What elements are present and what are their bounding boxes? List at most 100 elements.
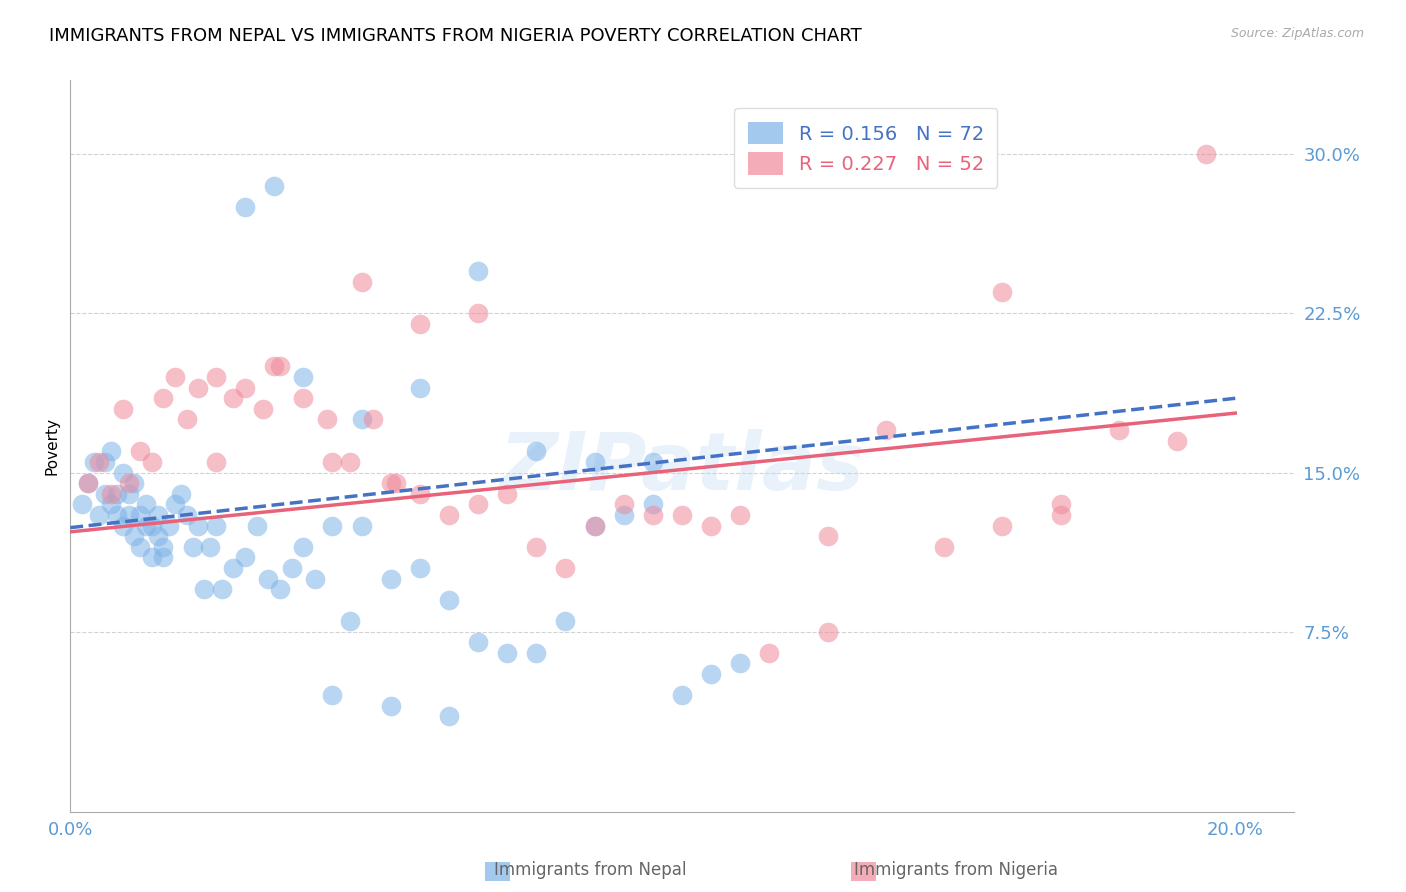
Point <box>380 476 402 491</box>
Point <box>380 698 402 713</box>
Point <box>1049 508 1071 522</box>
Point <box>496 486 519 500</box>
Point <box>89 508 111 522</box>
Point <box>467 635 489 649</box>
Point <box>211 582 233 596</box>
Point <box>83 455 105 469</box>
Point <box>152 540 174 554</box>
Point <box>157 518 180 533</box>
Point <box>94 486 117 500</box>
Point <box>205 370 228 384</box>
Point <box>205 518 228 533</box>
Point <box>613 508 636 522</box>
Point <box>100 486 122 500</box>
Point <box>141 518 163 533</box>
Point <box>111 466 134 480</box>
Point <box>583 518 606 533</box>
Point <box>165 370 187 384</box>
Point <box>135 518 157 533</box>
Text: Source: ZipAtlas.com: Source: ZipAtlas.com <box>1230 27 1364 40</box>
Point <box>257 572 280 586</box>
Point <box>1108 423 1130 437</box>
Point <box>467 497 489 511</box>
Point <box>165 497 187 511</box>
Point <box>700 518 723 533</box>
Point <box>117 476 139 491</box>
Point <box>233 550 256 565</box>
Point <box>467 264 489 278</box>
Point <box>176 508 198 522</box>
Point <box>875 423 897 437</box>
Point <box>76 476 98 491</box>
Point <box>269 582 291 596</box>
Point <box>496 646 519 660</box>
Point <box>105 486 128 500</box>
Point <box>141 455 163 469</box>
Point <box>524 646 547 660</box>
Point <box>105 508 128 522</box>
Point <box>321 455 343 469</box>
Point <box>613 497 636 511</box>
Point <box>524 540 547 554</box>
Point <box>187 518 209 533</box>
Point <box>146 529 169 543</box>
Point <box>129 444 152 458</box>
Point <box>321 688 343 702</box>
Point <box>89 455 111 469</box>
Point <box>991 518 1014 533</box>
Point <box>111 518 134 533</box>
Point <box>141 550 163 565</box>
Point <box>321 518 343 533</box>
Point <box>641 497 664 511</box>
Text: Immigrants from Nigeria: Immigrants from Nigeria <box>853 861 1059 879</box>
Point <box>233 381 256 395</box>
Point <box>700 667 723 681</box>
Point <box>292 540 315 554</box>
Point <box>304 572 326 586</box>
Point <box>671 688 693 702</box>
Point <box>233 201 256 215</box>
Point <box>350 412 373 426</box>
Point <box>437 709 460 723</box>
Point <box>170 486 193 500</box>
Point <box>350 275 373 289</box>
Point <box>222 561 245 575</box>
Point <box>932 540 955 554</box>
Point <box>146 508 169 522</box>
Point <box>554 561 576 575</box>
Point <box>124 476 146 491</box>
Point <box>193 582 215 596</box>
Point <box>263 359 285 374</box>
Point <box>129 508 152 522</box>
Point <box>292 370 315 384</box>
Point <box>437 508 460 522</box>
Y-axis label: Poverty: Poverty <box>44 417 59 475</box>
Point <box>246 518 269 533</box>
Point <box>315 412 337 426</box>
Point <box>554 614 576 628</box>
Point <box>117 486 139 500</box>
Text: ZIPatlas: ZIPatlas <box>499 429 865 507</box>
Point <box>350 518 373 533</box>
Point <box>409 317 432 331</box>
Point <box>135 497 157 511</box>
Point <box>437 592 460 607</box>
Point <box>124 529 146 543</box>
Legend: R = 0.156   N = 72, R = 0.227   N = 52: R = 0.156 N = 72, R = 0.227 N = 52 <box>734 108 997 188</box>
Point <box>728 657 751 671</box>
Point <box>94 455 117 469</box>
Point <box>292 392 315 406</box>
Point <box>339 614 361 628</box>
Point <box>117 508 139 522</box>
Point <box>409 381 432 395</box>
Point <box>728 508 751 522</box>
Point <box>70 497 93 511</box>
Point <box>198 540 221 554</box>
Point <box>100 444 122 458</box>
Point <box>409 561 432 575</box>
Point <box>817 624 839 639</box>
Point <box>671 508 693 522</box>
Point <box>111 401 134 416</box>
Point <box>280 561 302 575</box>
Point <box>409 486 432 500</box>
